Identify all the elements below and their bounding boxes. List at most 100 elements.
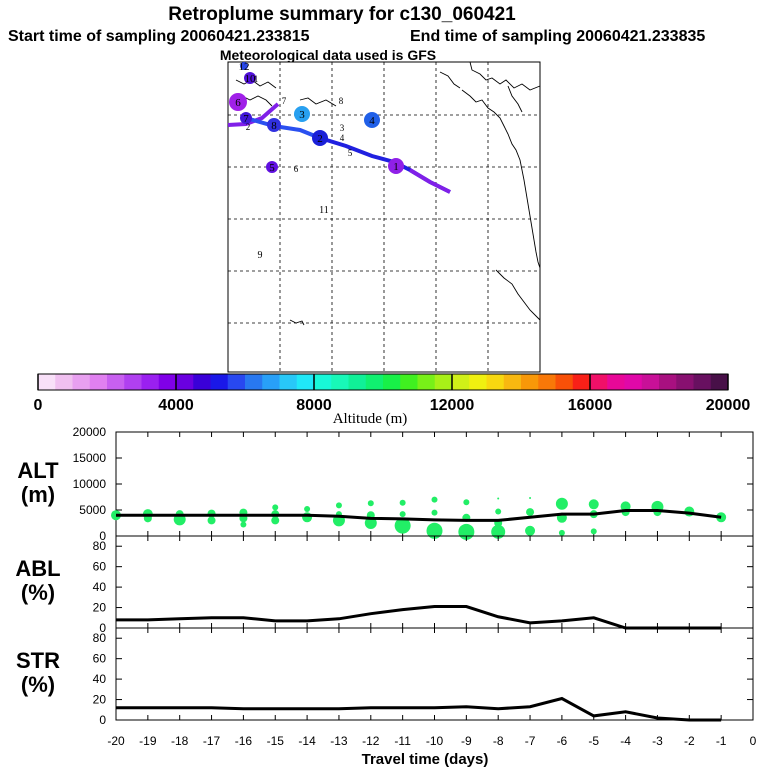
trajectory-marker-label-12: 12 (239, 61, 250, 73)
trajectory-marker-5 (266, 161, 278, 173)
y-tick-label: 15000 (73, 451, 107, 465)
colorbar-swatch (538, 374, 556, 390)
figure-title: Retroplume summary for c130_060421 (168, 4, 516, 25)
altitude-dot (207, 516, 216, 525)
colorbar-swatch (572, 374, 591, 390)
colorbar-swatch (55, 374, 73, 390)
colorbar-tick-label: 16000 (568, 397, 613, 414)
altitude-dot (399, 511, 406, 518)
trajectory-marker-label-11: 11 (319, 205, 329, 216)
colorbar-swatch (193, 374, 211, 390)
trajectory-small-label: 2 (246, 122, 251, 132)
trajectory-small-label: 1 (254, 74, 259, 84)
colorbar-tick-label: 8000 (296, 397, 332, 414)
colorbar-swatch (72, 374, 91, 390)
x-tick-label: -6 (557, 734, 568, 748)
colorbar-swatch (452, 374, 470, 390)
trajectory-marker-12 (240, 62, 248, 70)
trajectory-marker-4 (364, 112, 380, 128)
altitude-dot (431, 509, 438, 516)
trajectory-marker-label-10: 10 (245, 73, 257, 85)
altitude-dot (529, 497, 532, 500)
x-tick-label: -7 (525, 734, 536, 748)
x-tick-label: -13 (330, 734, 348, 748)
colorbar-tick-label: 20000 (706, 397, 751, 414)
colorbar-swatch (624, 374, 643, 390)
y-tick-label: 0 (99, 621, 106, 635)
colorbar-swatch (521, 374, 539, 390)
trajectory-marker-label-1: 1 (393, 161, 399, 173)
colorbar-tick-label: 12000 (430, 397, 475, 414)
y-tick-label: 60 (93, 652, 107, 666)
colorbar-swatch (659, 374, 677, 390)
series-line (116, 696, 722, 722)
altitude-dot (335, 502, 342, 509)
colorbar-swatch (400, 374, 418, 390)
altitude-dot (525, 525, 536, 536)
x-tick-label: -10 (426, 734, 444, 748)
trajectory-small-label: 5 (348, 148, 353, 158)
x-tick-label: -16 (235, 734, 253, 748)
trajectory-small-label: 8 (339, 96, 344, 106)
altitude-dot (399, 499, 406, 506)
colorbar-swatch (210, 374, 229, 390)
panel-ylabel-unit: (m) (21, 482, 55, 507)
x-tick-label: -2 (684, 734, 695, 748)
y-tick-label: 40 (93, 580, 107, 594)
trajectory-small-label: 4 (340, 133, 345, 143)
colorbar-swatch (279, 374, 298, 390)
x-tick-label: -15 (267, 734, 285, 748)
colorbar-swatch (176, 374, 194, 390)
x-tick-label: -1 (716, 734, 727, 748)
x-tick-label: -5 (588, 734, 599, 748)
colorbar-swatch (348, 374, 367, 390)
panel-ylabel-unit: (%) (21, 580, 55, 605)
panel-frame (115, 535, 754, 629)
trajectory-marker-label-2: 2 (317, 133, 323, 145)
altitude-dot (271, 516, 280, 525)
x-tick-label: 0 (750, 734, 757, 748)
trajectory-marker-label-8: 8 (271, 120, 277, 132)
trajectory-marker-label-9: 9 (258, 250, 263, 261)
trajectory-marker-1 (388, 158, 404, 174)
colorbar-swatch (296, 374, 315, 390)
colorbar-swatch (245, 374, 263, 390)
trajectory-marker-2 (312, 130, 328, 146)
colorbar-swatch (141, 374, 160, 390)
trajectory-small-label: 6 (294, 164, 299, 174)
altitude-dot (497, 497, 500, 500)
x-tick-label: -3 (652, 734, 663, 748)
trajectory-small-label: 3 (340, 123, 345, 133)
altitude-dot (620, 501, 631, 512)
x-tick-label: -8 (493, 734, 504, 748)
y-tick-label: 80 (93, 631, 107, 645)
panel-ylabel: STR (16, 648, 60, 673)
altitude-dot (394, 517, 411, 534)
colorbar-label: Altitude (m) (333, 411, 408, 427)
altitude-dot (367, 500, 374, 507)
colorbar-swatch (383, 374, 401, 390)
y-tick-label: 60 (93, 560, 107, 574)
trajectory-marker-label-7: 7 (243, 113, 249, 125)
altitude-dot (431, 496, 438, 503)
colorbar-swatch (469, 374, 487, 390)
panel-alt: 0 5000 10000 15000 20000 ALT(m) (17, 425, 754, 543)
colorbar-swatch (607, 374, 625, 390)
median-altitude-line (116, 509, 722, 522)
x-tick-label: -18 (171, 734, 189, 748)
colorbar-swatch (590, 374, 608, 390)
altitude-dot (558, 529, 565, 536)
altitude-dot (463, 499, 470, 506)
panel-str: 0 20 40 60 80 STR(%) (16, 627, 754, 727)
trajectory-marker-7 (240, 112, 252, 124)
colorbar-swatch (693, 374, 712, 390)
y-tick-label: 80 (93, 539, 107, 553)
trajectory-marker-3 (294, 106, 310, 122)
x-tick-label: -4 (620, 734, 631, 748)
y-tick-label: 40 (93, 672, 107, 686)
trajectory-marker-10 (244, 72, 256, 84)
altitude-dot (364, 517, 377, 529)
colorbar-swatch (314, 374, 332, 390)
end-time-label: End time of sampling 20060421.233835 (410, 28, 705, 45)
